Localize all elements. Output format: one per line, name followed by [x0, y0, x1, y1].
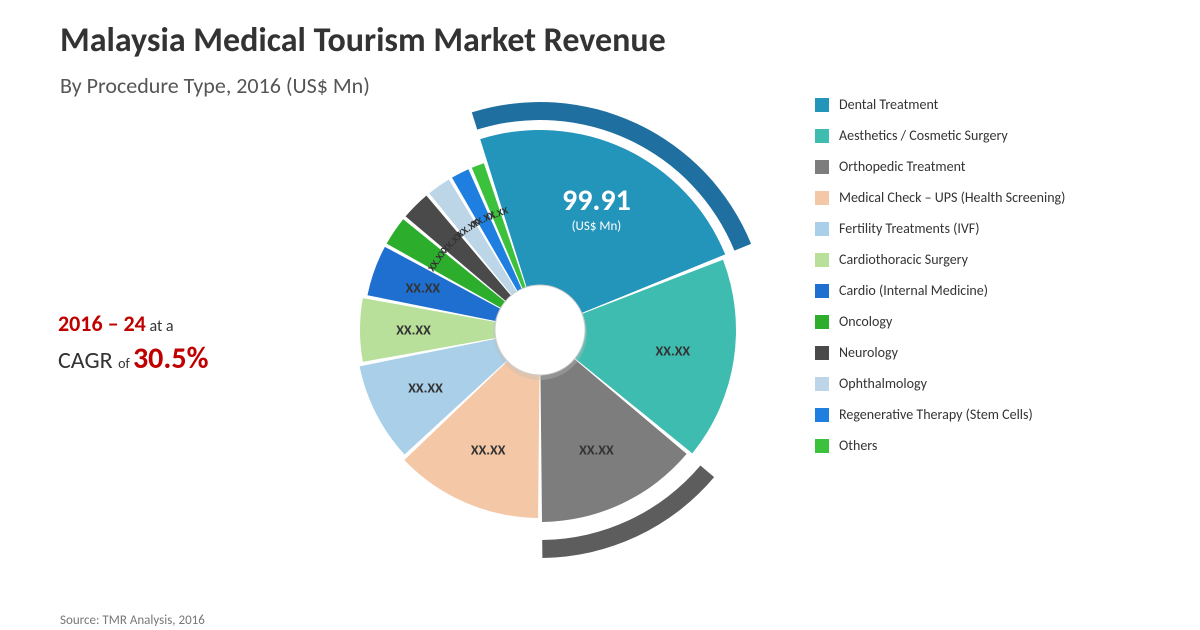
legend-item: Regenerative Therapy (Stem Cells) [815, 406, 1065, 423]
legend-swatch [815, 346, 829, 360]
legend-item: Medical Check – UPS (Health Screening) [815, 189, 1065, 206]
legend-label: Others [839, 437, 877, 454]
legend-label: Fertility Treatments (IVF) [839, 220, 979, 237]
legend-item: Neurology [815, 344, 1065, 361]
legend-label: Ophthalmology [839, 375, 927, 392]
donut-chart [302, 92, 778, 568]
legend-label: Neurology [839, 344, 898, 361]
legend-label: Orthopedic Treatment [839, 158, 966, 175]
legend-item: Ophthalmology [815, 375, 1065, 392]
legend-label: Cardio (Internal Medicine) [839, 282, 988, 299]
legend-label: Dental Treatment [839, 96, 938, 113]
legend-item: Cardio (Internal Medicine) [815, 282, 1065, 299]
chart-title: Malaysia Medical Tourism Market Revenue [60, 20, 666, 61]
legend-swatch [815, 284, 829, 298]
legend-label: Regenerative Therapy (Stem Cells) [839, 406, 1033, 423]
legend-swatch [815, 377, 829, 391]
legend-label: Oncology [839, 313, 892, 330]
legend-swatch [815, 315, 829, 329]
legend-item: Cardiothoracic Surgery [815, 251, 1065, 268]
cagr-label: CAGR [58, 346, 118, 375]
legend-item: Aesthetics / Cosmetic Surgery [815, 127, 1065, 144]
chart-legend: Dental Treatment Aesthetics / Cosmetic Su… [815, 96, 1065, 468]
cagr-of: of [118, 355, 133, 372]
legend-label: Aesthetics / Cosmetic Surgery [839, 127, 1008, 144]
cagr-at-a: at a [149, 317, 173, 336]
cagr-callout: 2016 – 24 at a CAGR of 30.5% [58, 310, 208, 378]
legend-item: Dental Treatment [815, 96, 1065, 113]
legend-item: Fertility Treatments (IVF) [815, 220, 1065, 237]
legend-swatch [815, 129, 829, 143]
legend-swatch [815, 408, 829, 422]
legend-swatch [815, 191, 829, 205]
center-hole [495, 285, 585, 375]
legend-label: Medical Check – UPS (Health Screening) [839, 189, 1065, 206]
legend-label: Cardiothoracic Surgery [839, 251, 968, 268]
legend-item: Oncology [815, 313, 1065, 330]
source-attribution: Source: TMR Analysis, 2016 [60, 613, 205, 628]
cagr-years: 2016 – 24 [58, 310, 146, 337]
legend-swatch [815, 98, 829, 112]
legend-swatch [815, 222, 829, 236]
cagr-percent: 30.5% [133, 340, 209, 377]
legend-swatch [815, 439, 829, 453]
legend-swatch [815, 253, 829, 267]
legend-item: Orthopedic Treatment [815, 158, 1065, 175]
legend-item: Others [815, 437, 1065, 454]
legend-swatch [815, 160, 829, 174]
